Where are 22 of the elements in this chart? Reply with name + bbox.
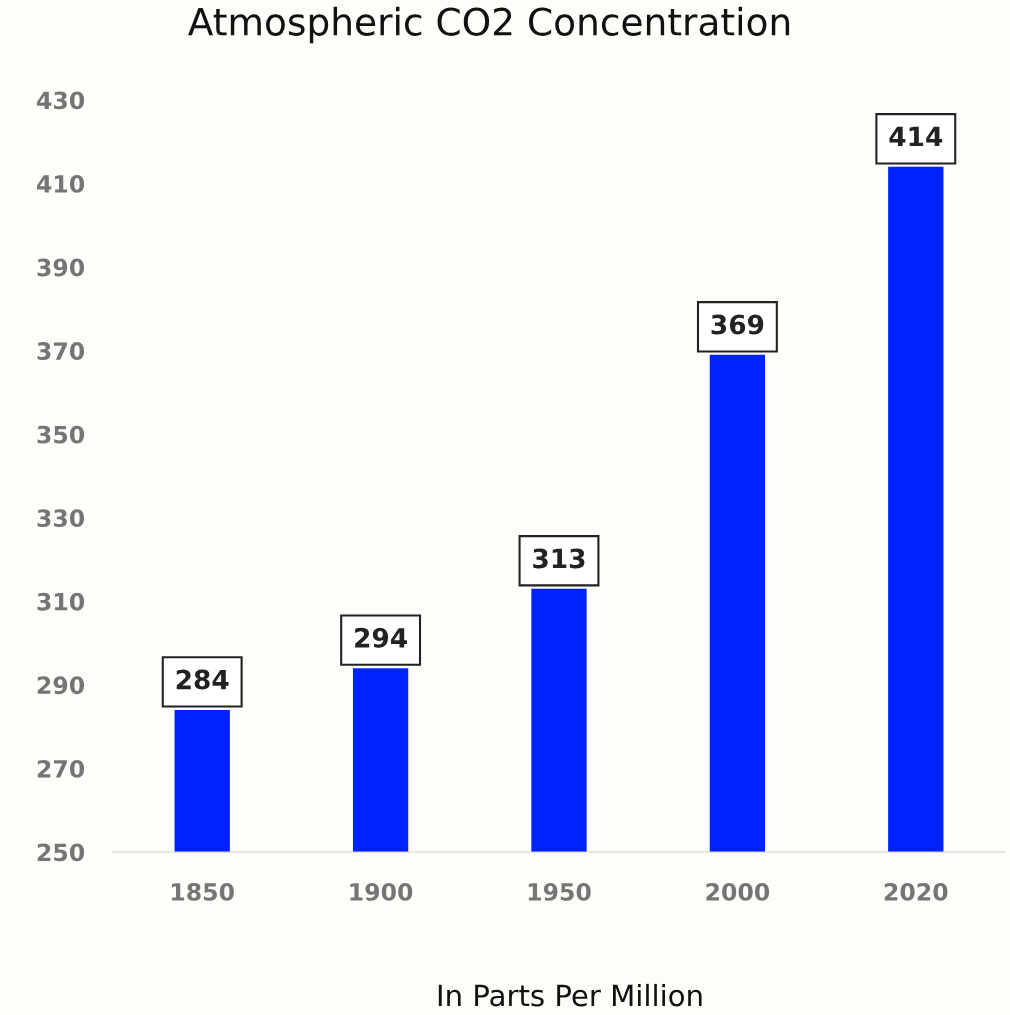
data-label: 284 (176, 669, 229, 690)
x-tick-label: 2000 (706, 882, 770, 901)
data-label: 369 (711, 314, 764, 335)
y-tick-label: 350 (37, 425, 85, 444)
y-tick-label: 370 (37, 342, 85, 360)
y-tick-label: 270 (37, 759, 85, 778)
y-tick-label: 290 (37, 676, 85, 695)
y-tick-label: 390 (37, 258, 85, 277)
y-tick-label: 430 (37, 91, 85, 110)
x-tick-label: 2020 (884, 882, 948, 901)
y-tick-label: 250 (37, 843, 85, 862)
y-tick-label: 330 (37, 509, 85, 528)
y-tick-label: 310 (37, 592, 85, 611)
data-label: 294 (355, 627, 407, 648)
x-tick-label: 1850 (172, 882, 234, 901)
x-tick-label: 1900 (350, 882, 413, 901)
x-axis-title: In Parts Per Million (438, 983, 702, 1007)
y-tick-label: 410 (37, 175, 85, 193)
chart-title: Atmospheric CO2 Concentration (188, 6, 790, 44)
data-label: 313 (533, 548, 585, 569)
data-label: 414 (889, 126, 943, 147)
x-tick-label: 1950 (528, 882, 591, 901)
